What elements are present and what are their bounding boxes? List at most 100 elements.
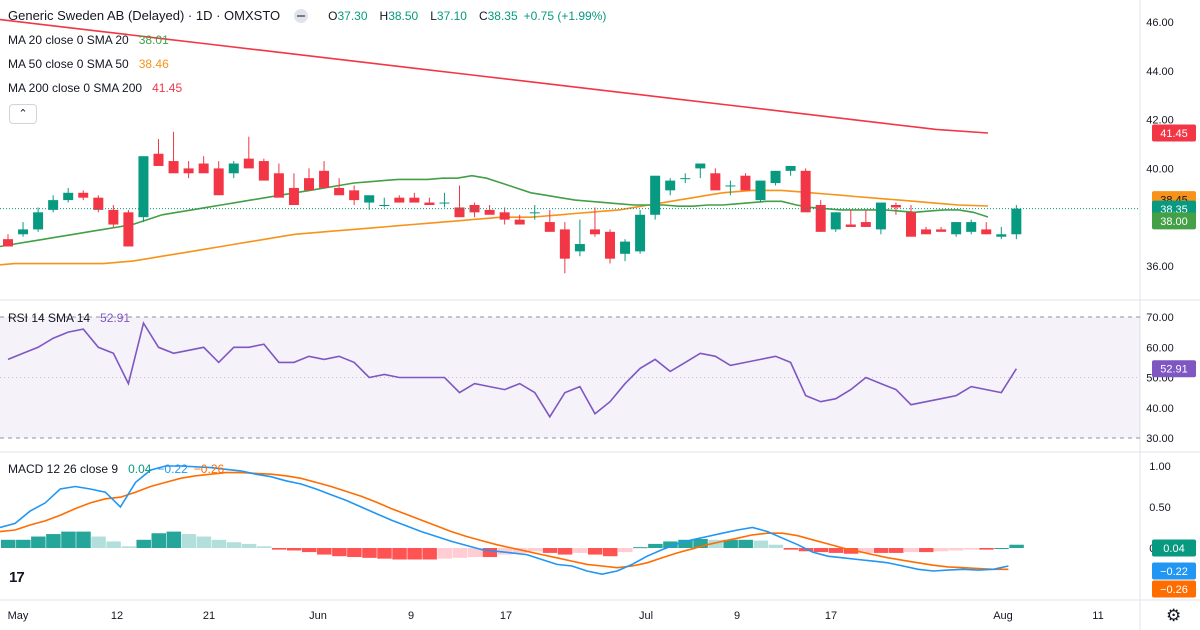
candle [695,163,706,179]
ma50-legend[interactable]: MA 50 close 0 SMA 50 38.46 [8,57,169,71]
rsi-badge: 52.91 [1152,360,1196,378]
candle-body [725,185,736,187]
candle-body [665,180,676,191]
macd-hist-bar [317,548,332,555]
candle-body [424,202,435,205]
macd-hist-bar [377,548,392,559]
candle [529,205,540,220]
symbol-title: Generic Sweden AB (Delayed) · 1D · OMXST… [8,8,281,23]
macd-signal-badge: −0.26 [1152,580,1196,598]
time-tick-label: Jun [309,610,327,622]
candle [198,156,209,174]
macd-tick-label: 0.50 [1149,502,1170,514]
candle-body [800,170,811,213]
time-tick-label: 11 [1092,610,1103,622]
candle [860,209,871,227]
macd-hist-bar [723,539,738,548]
macd-legend[interactable]: MACD 12 26 close 9 0.04 −0.22 −0.26 [8,462,224,476]
macd-hist-bar [708,539,723,548]
candle-body [860,222,871,227]
macd-hist-bar [557,548,573,555]
gear-icon[interactable]: ⚙ [1166,606,1182,625]
axes: 46.0044.0042.0040.0036.0070.0060.0050.00… [8,17,1196,622]
ohlc-close: C38.35 [478,8,518,23]
candle-body [680,178,691,180]
macd-hist-bar [587,548,603,555]
macd-hist-bar [497,548,513,555]
ma20-badge: 38.00 [1152,212,1196,230]
ma50-value: 38.46 [138,57,169,71]
ma200-label: MA 200 close 0 SMA 200 [8,81,143,95]
candle-body [620,241,631,254]
candle-body [364,195,375,203]
candle-body [755,180,766,201]
candle [78,190,89,201]
macd-hist-badge-bg [1152,539,1196,557]
candle-body [258,161,269,181]
macd-hist-badge-text: 0.04 [1163,543,1184,555]
ma200-badge-bg [1152,124,1196,142]
ma20-badge-text: 38.00 [1160,216,1188,228]
candle-body [18,229,29,235]
macd-hist-bar [813,548,829,553]
candle [499,207,510,225]
candle-body [589,229,600,235]
hide-legend-button[interactable] [294,8,309,23]
candle-body [815,205,826,232]
macd-tick-label: 1.00 [1149,461,1170,473]
candle [63,187,74,203]
macd-hist-bar [1009,544,1024,548]
time-tick-label: Jul [639,610,653,622]
candle-body [875,202,886,230]
candle-body [123,212,134,247]
ma200-value: 41.45 [152,81,183,95]
candle [183,161,194,179]
candle-body [334,187,345,196]
macd-hist-bar [949,548,964,551]
rsi-value: 52.91 [100,311,131,325]
ohlc-high: H38.50 [379,8,419,23]
macd-signal-badge-text: −0.26 [1160,584,1188,596]
candle-body [394,197,405,203]
candle-body [605,231,615,259]
collapse-legend-button[interactable]: ⌃ [9,104,37,124]
candle-body [243,158,254,169]
candle [559,222,570,274]
candle [349,185,360,205]
ma200-legend[interactable]: MA 200 close 0 SMA 200 41.45 [8,81,182,95]
candle-body [921,229,932,235]
macd-hist-bar [226,542,242,548]
macd-hist-bar [663,541,678,548]
macd-line-badge: −0.22 [1152,562,1196,580]
macd-hist-bar [76,531,91,548]
candle [620,239,631,262]
candle [409,192,420,203]
macd-line-value: −0.22 [157,462,188,476]
candle-body [168,161,179,174]
candle-body [3,239,13,247]
price-tick-label: 46.00 [1146,17,1174,29]
candle-body [183,168,194,174]
price-pane [0,18,1140,274]
candle-body [785,165,796,171]
time-tick-label: 21 [203,610,215,622]
price-change: +0.75 (+1.99%) [523,8,607,23]
macd-hist-bar [302,548,317,553]
candle [800,168,811,213]
macd-hist-bar [843,548,859,554]
rsi-tick-label: 40.00 [1146,403,1174,415]
macd-hist-bar [196,536,212,548]
macd-hist-bar [542,548,558,553]
tradingview-logo[interactable]: 17 [9,569,25,586]
candle-body [951,222,962,235]
ma20-legend[interactable]: MA 20 close 0 SMA 20 38.01 [8,33,169,47]
macd-hist-bar [964,548,979,550]
macd-signal-badge-bg [1152,580,1196,598]
time-tick-label: 17 [825,610,837,622]
candle [123,209,134,247]
candle [755,180,766,203]
candle [153,139,164,166]
rsi-legend[interactable]: RSI 14 SMA 14 52.91 [8,311,130,325]
candle-body [890,205,901,208]
candle [439,192,450,208]
